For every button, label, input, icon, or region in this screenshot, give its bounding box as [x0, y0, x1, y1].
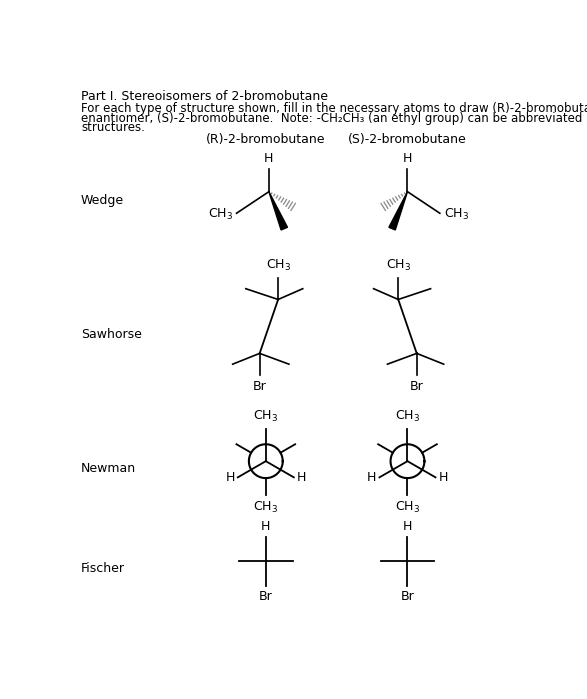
Text: Br: Br — [400, 590, 414, 603]
Text: Sawhorse: Sawhorse — [81, 328, 142, 340]
Text: H: H — [403, 152, 412, 166]
Text: Br: Br — [253, 380, 266, 394]
Text: (R)-2-bromobutane: (R)-2-bromobutane — [206, 134, 326, 146]
Text: CH$_3$: CH$_3$ — [386, 258, 411, 273]
Text: CH$_3$: CH$_3$ — [208, 207, 232, 222]
Text: CH$_3$: CH$_3$ — [253, 409, 278, 424]
Text: Fischer: Fischer — [81, 563, 125, 575]
Text: CH$_3$: CH$_3$ — [395, 500, 420, 514]
Polygon shape — [269, 192, 288, 230]
Text: H: H — [367, 471, 376, 484]
Text: Br: Br — [410, 380, 424, 394]
Text: Part I. Stereoisomers of 2-bromobutane: Part I. Stereoisomers of 2-bromobutane — [81, 90, 328, 103]
Text: For each type of structure shown, fill in the necessary atoms to draw (R)-2-brom: For each type of structure shown, fill i… — [81, 102, 587, 115]
Text: CH$_3$: CH$_3$ — [265, 258, 291, 273]
Text: H: H — [264, 152, 274, 166]
Text: structures.: structures. — [81, 121, 145, 134]
Text: Br: Br — [259, 590, 273, 603]
Text: H: H — [403, 520, 412, 533]
Text: CH$_3$: CH$_3$ — [444, 207, 469, 222]
Text: H: H — [225, 471, 235, 484]
Text: CH$_3$: CH$_3$ — [395, 409, 420, 424]
Text: CH$_3$: CH$_3$ — [253, 500, 278, 514]
Text: Newman: Newman — [81, 462, 136, 475]
Text: enantiomer, (S)-2-bromobutane.  Note: -CH₂CH₃ (an ethyl group) can be abbreviate: enantiomer, (S)-2-bromobutane. Note: -CH… — [81, 112, 587, 124]
Text: H: H — [297, 471, 306, 484]
Text: Wedge: Wedge — [81, 194, 124, 208]
Text: H: H — [261, 520, 271, 533]
Text: (S)-2-bromobutane: (S)-2-bromobutane — [348, 134, 467, 146]
Polygon shape — [389, 192, 407, 230]
Text: H: H — [438, 471, 448, 484]
